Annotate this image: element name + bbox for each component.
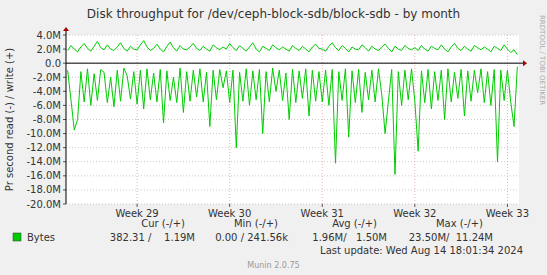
y-tick-label: 2.0M — [36, 44, 61, 55]
legend-value: 23.50M/ 11.24M — [409, 232, 493, 243]
y-grid-line — [66, 133, 519, 134]
legend-label: Bytes — [27, 232, 55, 243]
y-tick-label: -16.0M — [26, 170, 61, 181]
y-tick-label: -14.0M — [26, 156, 61, 167]
y-grid-line — [66, 175, 519, 176]
y-tick-label: -2.0M — [33, 72, 61, 83]
x-tick — [137, 204, 138, 207]
y-tick-label: -6.0M — [33, 100, 61, 111]
x-tick — [507, 204, 508, 207]
plot-area — [66, 35, 519, 204]
y-tick-label: -8.0M — [33, 114, 61, 125]
legend-header: Min (-/+) — [234, 218, 278, 229]
footer: Munin 2.0.75 — [247, 261, 299, 270]
y-grid-line — [66, 35, 519, 36]
series-line — [68, 41, 518, 55]
legend-header: Avg (-/+) — [332, 218, 377, 229]
y-tick-label: -12.0M — [26, 142, 61, 153]
legend-swatch — [13, 233, 21, 241]
y-grid-line — [66, 105, 519, 106]
y-axis — [66, 31, 67, 204]
legend-header: Max (-/+) — [436, 218, 483, 229]
legend-value: 0.00 / 241.56k — [215, 232, 288, 243]
x-tick-label: Week 33 — [486, 208, 529, 219]
x-grid-line — [322, 35, 323, 204]
y-tick-label: -10.0M — [26, 128, 61, 139]
series-group — [68, 41, 518, 175]
x-axis — [66, 63, 523, 64]
x-tick — [322, 204, 323, 207]
background — [0, 0, 547, 275]
x-axis-arrow — [523, 60, 527, 66]
y-tick-label: -4.0M — [33, 86, 61, 97]
series-line — [68, 67, 518, 175]
y-tick-label: 4.0M — [36, 30, 61, 41]
x-tick — [229, 204, 230, 207]
legend-header: Cur (-/+) — [141, 218, 185, 229]
y-tick-label: 0.0 — [45, 58, 61, 69]
x-grid-line — [229, 35, 230, 204]
x-tick-label: Week 32 — [393, 208, 436, 219]
x-grid-line — [507, 35, 508, 204]
legend-value: 1.96M/ 1.50M — [312, 232, 387, 243]
chart-container: Disk throughput for /dev/ceph-block-sdb/… — [0, 0, 547, 275]
y-grid-line — [66, 204, 519, 205]
legend-value: 382.31 / 1.19M — [110, 232, 195, 243]
y-grid-line — [66, 161, 519, 162]
title: Disk throughput for /dev/ceph-block-sdb/… — [87, 7, 460, 21]
chart-svg: Disk throughput for /dev/ceph-block-sdb/… — [0, 0, 547, 275]
x-grid-line — [137, 35, 138, 204]
y-grid-line — [66, 189, 519, 190]
watermark: RRDTOOL / TOBI OETIKER — [538, 15, 546, 105]
y-tick-label: -20.0M — [26, 199, 61, 210]
x-tick — [414, 204, 415, 207]
y-axis-label: Pr second read (-) / write (+) — [4, 48, 15, 191]
x-grid-line — [414, 35, 415, 204]
y-grid-line — [66, 91, 519, 92]
y-axis-arrow — [63, 27, 69, 31]
y-grid-line — [66, 119, 519, 120]
last-update: Last update: Wed Aug 14 18:01:34 2024 — [320, 245, 523, 256]
y-grid-line — [66, 147, 519, 148]
y-tick-label: -18.0M — [26, 184, 61, 195]
